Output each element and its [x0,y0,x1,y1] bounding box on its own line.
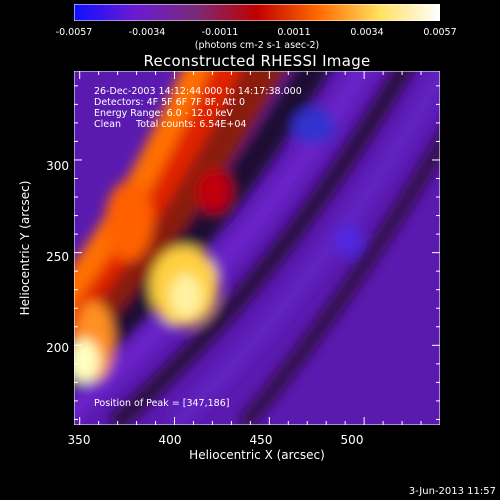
annotation-peak-position: Position of Peak = [347,186] [94,398,230,409]
annotation-time-range: 26-Dec-2003 14:12:44.000 to 14:17:38.000 [94,86,302,97]
colorbar [74,4,440,21]
y-tick-label: 250 [46,250,69,264]
axis-tick-marks [74,71,440,425]
x-tick-label: 400 [158,433,182,447]
colorbar-tick-label: -0.0011 [201,27,239,38]
colorbar-tick-label: 0.0011 [277,27,311,38]
y-tick-label: 200 [46,341,69,355]
x-tick-label: 500 [340,433,364,447]
annotation-clean-counts: Clean Total counts: 6.54E+04 [94,119,247,130]
colorbar-tick-label: -0.0057 [55,27,93,38]
x-tick-label: 450 [249,433,273,447]
date-stamp: 3-Jun-2013 11:57 [408,486,496,497]
colorbar-tick-label: 0.0057 [423,27,457,38]
x-axis-label: Heliocentric X (arcsec) [189,448,325,462]
annotation-energy-range: Energy Range: 6.0 - 12.0 keV [94,108,233,119]
heatmap-plot [74,71,440,425]
heatmap-emission-bands [74,71,440,425]
y-axis-label: Heliocentric Y (arcsec) [18,180,32,316]
colorbar-unit-label: (photons cm-2 s-1 asec-2) [194,40,320,51]
colorbar-tick-label: 0.0034 [350,27,384,38]
annotation-detectors: Detectors: 4F 5F 6F 7F 8F, Att 0 [94,97,246,108]
chart-title: Reconstructed RHESSI Image [143,52,371,70]
x-tick-label: 350 [67,433,91,447]
y-tick-label: 300 [46,159,69,173]
colorbar-tick-label: -0.0034 [128,27,166,38]
